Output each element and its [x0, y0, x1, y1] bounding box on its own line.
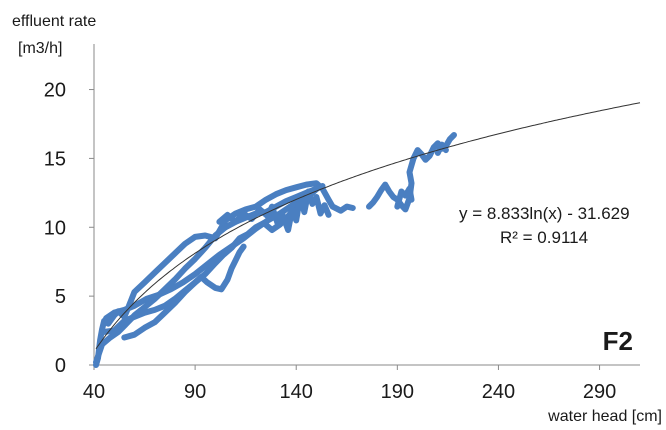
data-trace — [121, 243, 247, 341]
trendline-r-squared: R² = 0.9114 — [500, 228, 588, 247]
x-axis-ticks: 40 90 140 190 240 290 — [83, 365, 616, 403]
x-tick-label: 140 — [280, 381, 313, 403]
data-trace — [216, 188, 332, 233]
x-tick-label: 240 — [482, 381, 515, 403]
x-axis-title: water head [cm] — [547, 408, 662, 425]
y-axis-title-line1: effluent rate — [12, 13, 96, 30]
trendline-equation: y = 8.833ln(x) - 31.629 — [459, 204, 630, 223]
y-axis-title-line2: [m3/h] — [18, 40, 62, 57]
trendline — [95, 102, 641, 350]
x-tick-label: 190 — [381, 381, 414, 403]
panel-label: F2 — [603, 326, 633, 356]
data-series — [93, 132, 457, 368]
y-tick-label: 10 — [44, 217, 66, 239]
data-trace — [93, 183, 326, 366]
y-tick-label: 5 — [55, 286, 66, 308]
axes: 0 5 10 15 20 40 90 140 190 240 290 — [44, 44, 640, 403]
x-tick-label: 40 — [83, 381, 105, 403]
y-axis-ticks: 0 5 10 15 20 — [44, 80, 94, 377]
data-trace — [394, 185, 415, 210]
y-tick-label: 20 — [44, 80, 66, 102]
data-trace — [366, 132, 457, 213]
x-tick-label: 90 — [184, 381, 206, 403]
y-tick-label: 0 — [55, 355, 66, 377]
y-tick-label: 15 — [44, 148, 66, 170]
x-tick-label: 290 — [583, 381, 616, 403]
